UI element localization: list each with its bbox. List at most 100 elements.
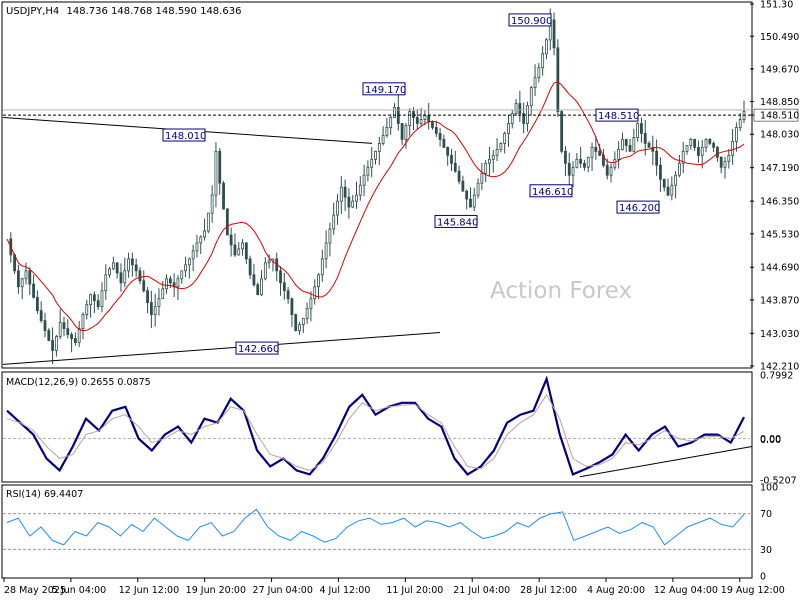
price-label-box — [508, 13, 552, 27]
price-axis-label: 147.190 — [760, 163, 799, 174]
candle-body — [256, 284, 260, 296]
price-axis-label: 148.510 — [760, 111, 799, 122]
candle-body — [16, 270, 20, 288]
candle-body — [24, 270, 28, 280]
candle-body — [719, 156, 723, 168]
candle-body — [541, 53, 545, 69]
candle-body — [571, 166, 575, 176]
candle-body — [681, 150, 685, 164]
candle-body — [301, 318, 305, 325]
candle-body — [62, 322, 66, 329]
ohlc-values: 148.736 148.768 148.590 148.636 — [66, 6, 241, 17]
candle-body — [244, 242, 248, 260]
candle-body — [210, 194, 214, 214]
candle-body — [130, 258, 134, 266]
price-level-label: 149.170 — [362, 82, 406, 96]
macd-axis-label: 0.00 — [760, 435, 781, 446]
candle-body — [381, 135, 385, 144]
candle-body — [507, 123, 510, 134]
candle-body — [233, 244, 237, 256]
candle-body — [408, 111, 412, 126]
candle-body — [366, 166, 370, 176]
rsi-line — [6, 508, 745, 546]
candle-body — [472, 194, 476, 208]
candle-body — [723, 160, 727, 168]
price-level-label: 146.200 — [616, 200, 660, 214]
price-level-label: 150.900 — [508, 13, 552, 27]
candle-body — [590, 146, 594, 158]
time-axis-label: 19 Jun 20:00 — [186, 585, 246, 596]
price-axis-label: 144.690 — [760, 263, 799, 274]
rsi-layer — [3, 508, 750, 550]
candle-body — [488, 158, 491, 164]
candle-body — [613, 158, 617, 168]
candle-body — [92, 294, 96, 302]
price-layer: 150.900 149.170 148.010 148.510 146.610 146.2… — [2, 8, 750, 365]
candle-body — [697, 146, 700, 156]
candle-body — [431, 121, 434, 128]
candle-body — [355, 194, 358, 202]
candle-body — [241, 242, 244, 250]
axis-layer: 151.30 150.490 149.670 148.850 148.510 148.03… — [3, 0, 799, 596]
candle-body — [385, 127, 389, 136]
candle-body — [491, 154, 495, 160]
candle-body — [609, 166, 613, 176]
candle-body — [309, 298, 313, 310]
candle-body — [191, 250, 195, 260]
candle-body — [214, 150, 218, 196]
candle-body — [579, 158, 583, 164]
candle-body — [389, 117, 393, 128]
candle-body — [180, 270, 184, 280]
price-label-box — [529, 184, 573, 198]
candle-body — [104, 274, 108, 292]
candle-body — [693, 139, 697, 148]
candle-body — [248, 258, 252, 276]
candle-body — [28, 270, 32, 285]
candle-body — [735, 127, 738, 142]
candle-body — [499, 142, 503, 150]
candle-body — [271, 258, 275, 262]
candle-body — [362, 174, 366, 186]
candle-body — [85, 304, 89, 316]
candle-body — [96, 300, 100, 308]
candle-body — [138, 270, 142, 282]
candle-body — [54, 336, 58, 351]
candle-body — [446, 146, 450, 156]
time-axis-label: 12 Jun 12:00 — [119, 585, 179, 596]
price-panel-frame — [1, 1, 753, 369]
candle-body — [670, 184, 674, 196]
candle-body — [222, 182, 225, 210]
candle-body — [605, 164, 609, 176]
price-axis-label: 148.850 — [760, 97, 799, 108]
candle-body — [370, 158, 374, 168]
candle-body — [324, 242, 328, 260]
macd-panel-frame — [1, 371, 753, 483]
candle-body — [66, 328, 70, 335]
price-label-text: 146.610 — [532, 187, 573, 198]
candle-body — [545, 39, 548, 55]
rsi-axis-label: 0 — [760, 572, 766, 583]
price-axis-label: 146.350 — [760, 197, 799, 208]
price-label-box — [235, 341, 279, 355]
price-label-text: 148.510 — [598, 111, 639, 122]
candle-body — [168, 278, 172, 284]
candle-body — [412, 111, 415, 118]
price-level-label: 142.660 — [235, 341, 279, 355]
candle-body — [358, 184, 362, 196]
candle-body — [286, 290, 290, 300]
candle-body — [206, 212, 210, 232]
price-level-label: 148.510 — [595, 108, 639, 122]
price-axis-label: 143.870 — [760, 295, 799, 306]
candle-body — [651, 146, 655, 152]
candle-body — [476, 182, 480, 196]
price-level-label: 148.010 — [162, 128, 206, 142]
candle-body — [237, 248, 241, 256]
candle-body — [225, 208, 229, 236]
candle-body — [514, 103, 518, 114]
price-axis-label: 148.030 — [760, 130, 799, 141]
macd-axis-label: -0.5207 — [760, 476, 797, 487]
candle-body — [89, 294, 92, 306]
candle-body — [484, 162, 488, 174]
time-axis-label: 28 May 2025 — [4, 585, 66, 596]
